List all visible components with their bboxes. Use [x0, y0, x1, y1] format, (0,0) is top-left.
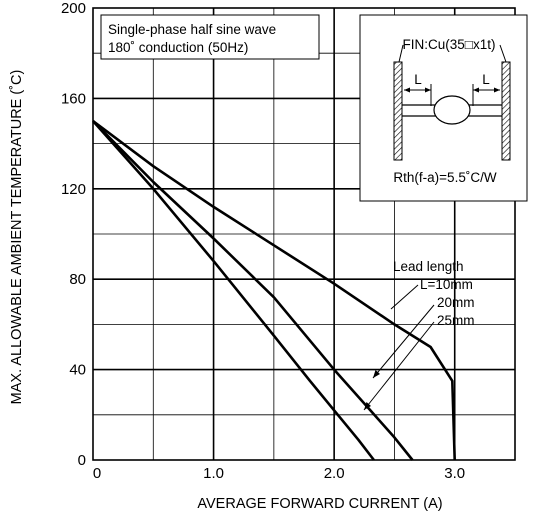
- fin-leader-right: [499, 44, 507, 63]
- dim-arrow-left-b: [425, 87, 431, 93]
- x-tick-label: 3.0: [444, 465, 465, 482]
- diode-body: [433, 95, 471, 125]
- fin-left: [393, 61, 403, 161]
- inset-rth-label: Rth(f-a)=5.5˚C/W: [393, 170, 496, 185]
- y-axis-label: MAX. ALLOWABLE AMBIENT TEMPERATURE (˚C): [9, 70, 25, 405]
- leader-line-1: [390, 284, 419, 310]
- dim-arrow-right-a: [473, 87, 479, 93]
- lead-length-annotations: Lead length L=10mm 20mm 25mm: [363, 259, 475, 411]
- y-tick-label: 0: [78, 452, 86, 469]
- leader-arrow-2: [373, 370, 380, 378]
- leader-line-2: [372, 304, 435, 379]
- series-line-1: [92, 119, 456, 461]
- series-line-3: [92, 120, 375, 461]
- series-lines: [92, 119, 456, 461]
- x-tick-label: 2.0: [324, 465, 345, 482]
- x-tick-label: 0: [93, 465, 101, 482]
- inset-lead-label-left: L: [414, 72, 422, 87]
- dim-arrow-right-b: [494, 87, 500, 93]
- fin-right: [501, 61, 511, 161]
- inset-fin-label: FIN:Cu(35□x1t): [403, 37, 496, 52]
- x-axis-label: AVERAGE FORWARD CURRENT (A): [197, 496, 442, 512]
- dim-arrow-left-a: [404, 87, 410, 93]
- legend-title: Lead length: [393, 259, 464, 274]
- inset-lead-label-right: L: [482, 72, 490, 87]
- series-label-3: 25mm: [437, 313, 475, 328]
- condition-note-box: [100, 14, 320, 60]
- fin-leader-left: [398, 44, 404, 63]
- condition-note: Single-phase half sine wave 180˚ conduct…: [100, 14, 320, 60]
- y-tick-label: 120: [61, 181, 86, 198]
- inset-diagram: FIN:Cu(35□x1t) L L Rth(f-a)=5.5˚C/W: [359, 14, 528, 202]
- leader-line-3: [363, 321, 435, 411]
- condition-note-line-1: Single-phase half sine wave: [108, 22, 276, 37]
- leader-arrow-3: [364, 402, 371, 410]
- y-tick-label: 200: [61, 0, 86, 17]
- y-tick-label: 160: [61, 90, 86, 107]
- series-label-1: L=10mm: [420, 277, 473, 292]
- condition-note-line-2: 180˚ conduction (50Hz): [108, 40, 248, 55]
- y-tick-label: 40: [69, 362, 86, 379]
- x-tick-label: 1.0: [203, 465, 224, 482]
- series-line-2: [92, 120, 414, 461]
- plot-frame: [92, 7, 516, 461]
- series-label-2: 20mm: [437, 295, 475, 310]
- y-tick-label: 80: [69, 271, 86, 288]
- tick-labels: 0 1.0 2.0 3.0 0 40 80 120 160 200: [61, 0, 465, 482]
